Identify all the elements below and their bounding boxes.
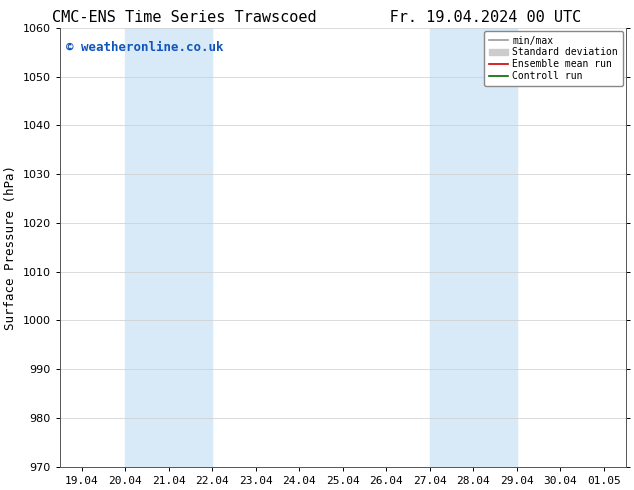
Bar xyxy=(125,28,212,467)
Text: © weatheronline.co.uk: © weatheronline.co.uk xyxy=(65,41,223,54)
Y-axis label: Surface Pressure (hPa): Surface Pressure (hPa) xyxy=(4,165,17,330)
Legend: min/max, Standard deviation, Ensemble mean run, Controll run: min/max, Standard deviation, Ensemble me… xyxy=(484,31,623,86)
Text: CMC-ENS Time Series Trawscoed        Fr. 19.04.2024 00 UTC: CMC-ENS Time Series Trawscoed Fr. 19.04.… xyxy=(53,10,581,25)
Bar xyxy=(430,28,517,467)
